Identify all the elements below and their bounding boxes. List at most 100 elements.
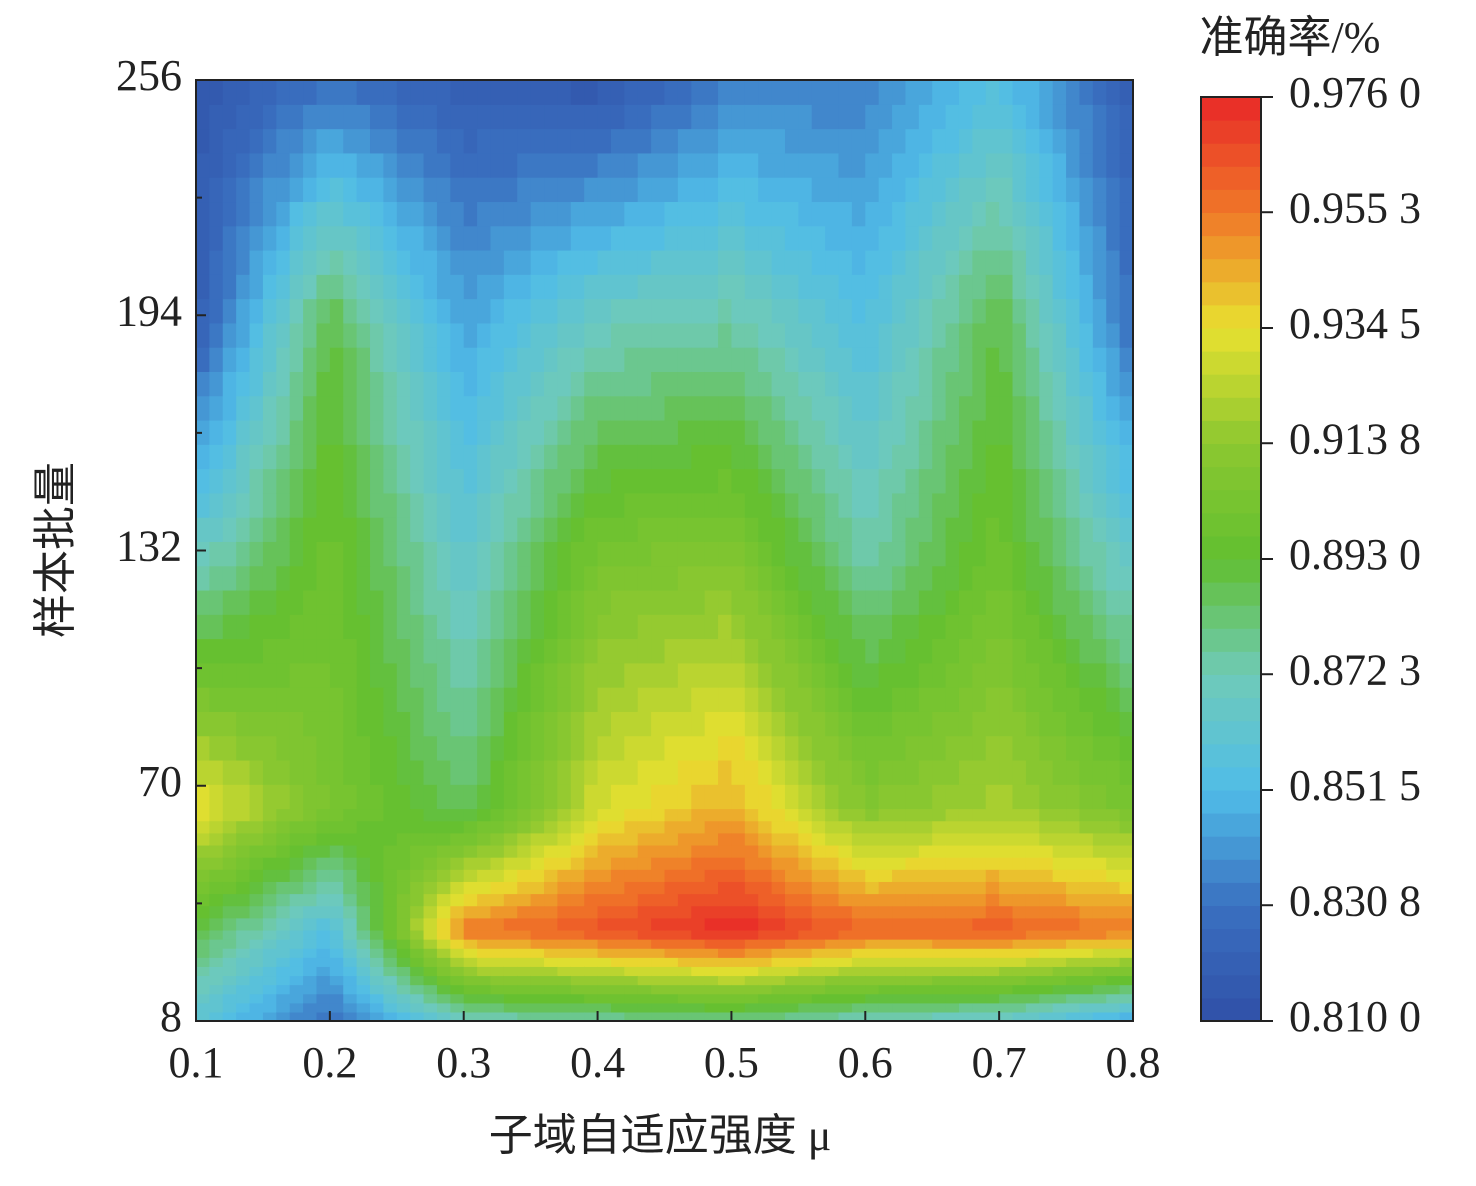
contour-cell xyxy=(851,905,866,919)
contour-cell xyxy=(477,966,492,977)
contour-cell xyxy=(838,687,853,712)
contour-cell xyxy=(1052,249,1067,275)
contour-cell xyxy=(490,468,505,494)
contour-cell xyxy=(637,917,652,931)
contour-cell xyxy=(396,80,411,105)
contour-cell xyxy=(664,371,679,397)
contour-cell xyxy=(825,371,840,397)
contour-cell xyxy=(691,128,706,154)
contour-cell xyxy=(1092,993,1107,1004)
contour-cell xyxy=(316,881,331,895)
contour-cell xyxy=(1012,177,1027,203)
contour-cell xyxy=(517,274,532,300)
contour-cell xyxy=(811,784,826,810)
contour-cell xyxy=(276,1002,291,1013)
contour-cell xyxy=(825,662,840,688)
contour-cell xyxy=(262,177,277,203)
contour-cell xyxy=(918,948,933,958)
contour-cell xyxy=(811,298,826,324)
contour-cell xyxy=(262,249,277,275)
contour-cell xyxy=(1079,419,1094,445)
contour-cell xyxy=(557,711,572,737)
contour-cell xyxy=(945,249,960,275)
contour-cell xyxy=(664,957,679,967)
contour-cell xyxy=(610,662,625,688)
contour-cell xyxy=(249,711,264,737)
contour-cell xyxy=(1052,201,1067,227)
contour-cell xyxy=(370,419,384,445)
contour-cell xyxy=(1092,905,1107,919)
contour-cell xyxy=(249,371,264,397)
contour-cell xyxy=(999,322,1014,348)
contour-cell xyxy=(557,844,572,858)
contour-cell xyxy=(784,298,799,324)
contour-cell xyxy=(1092,565,1107,591)
contour-cell xyxy=(450,687,465,712)
contour-cell xyxy=(356,444,371,470)
contour-cell xyxy=(343,347,358,372)
contour-cell xyxy=(1025,492,1040,518)
contour-cell xyxy=(383,298,398,324)
contour-cell xyxy=(450,957,465,967)
contour-cell xyxy=(1106,917,1121,931)
contour-cell xyxy=(276,687,291,712)
contour-cell xyxy=(370,939,384,949)
contour-cell xyxy=(610,784,625,810)
contour-cell xyxy=(1066,128,1081,154)
contour-cell xyxy=(423,905,438,919)
contour-cell xyxy=(1025,1011,1040,1021)
contour-cell xyxy=(651,468,666,494)
contour-cell xyxy=(597,444,612,470)
contour-cell xyxy=(303,80,318,105)
contour-cell xyxy=(557,347,572,372)
contour-cell xyxy=(1052,274,1067,300)
contour-cell xyxy=(905,322,920,348)
contour-cell xyxy=(1092,662,1107,688)
contour-cell xyxy=(985,298,1000,324)
contour-cell xyxy=(557,1002,572,1013)
contour-cell xyxy=(503,1002,518,1013)
colorbar-band xyxy=(1201,628,1261,652)
contour-cell xyxy=(262,322,277,348)
contour-cell xyxy=(557,444,572,470)
contour-cell xyxy=(262,759,277,785)
contour-cell xyxy=(1106,419,1121,445)
contour-cell xyxy=(316,1002,331,1013)
contour-cell xyxy=(1052,662,1067,688)
contour-cell xyxy=(878,638,893,664)
contour-cell xyxy=(1039,711,1054,737)
contour-cell xyxy=(798,957,813,967)
contour-cell xyxy=(918,638,933,664)
contour-cell xyxy=(958,638,973,664)
contour-cell xyxy=(329,249,344,275)
contour-cell xyxy=(798,966,813,977)
contour-cell xyxy=(731,808,746,822)
contour-cell xyxy=(811,917,826,931)
contour-cell xyxy=(999,881,1014,895)
contour-cell xyxy=(463,322,478,348)
contour-cell xyxy=(436,347,451,372)
contour-cell xyxy=(477,844,492,858)
contour-cell xyxy=(771,225,786,251)
contour-cell xyxy=(1066,832,1081,846)
contour-cell xyxy=(958,152,973,178)
contour-cell xyxy=(1119,948,1133,958)
contour-cell xyxy=(851,80,866,105)
contour-cell xyxy=(945,322,960,348)
contour-cell xyxy=(1012,468,1027,494)
contour-cell xyxy=(517,298,532,324)
contour-cell xyxy=(383,966,398,977)
contour-cell xyxy=(892,104,907,130)
contour-cell xyxy=(597,975,612,986)
contour-cell xyxy=(557,225,572,251)
contour-cell xyxy=(825,957,840,967)
contour-cell xyxy=(584,322,599,348)
contour-cell xyxy=(463,517,478,542)
contour-cell xyxy=(704,638,719,664)
contour-cell xyxy=(1012,225,1027,251)
contour-cell xyxy=(637,249,652,275)
contour-cell xyxy=(423,371,438,397)
contour-cell xyxy=(463,832,478,846)
contour-cell xyxy=(222,152,237,178)
